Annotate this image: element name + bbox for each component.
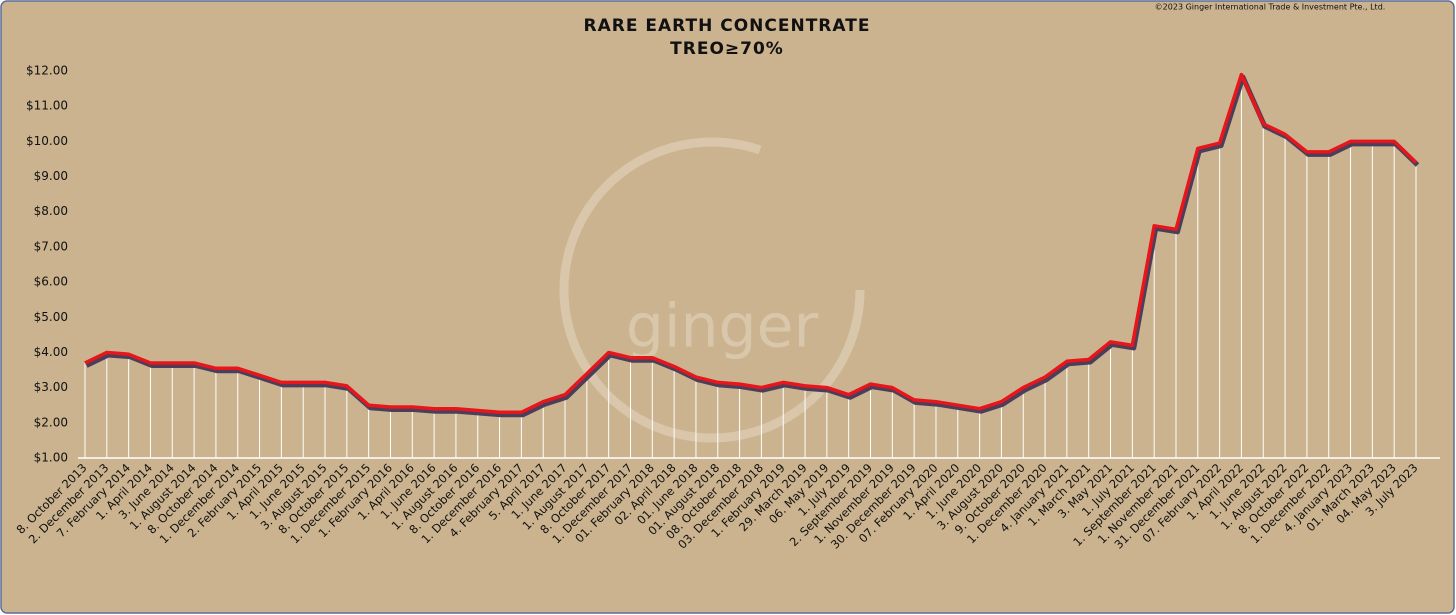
y-tick-label: $7.00	[34, 239, 68, 253]
line	[84, 72, 1418, 415]
y-tick-label: $9.00	[34, 169, 68, 183]
y-tick-label: $4.00	[34, 345, 68, 359]
y-tick-label: $12.00	[26, 64, 68, 78]
copyright: ©2023 Ginger International Trade & Inves…	[1155, 3, 1386, 12]
watermark: ginger	[559, 137, 865, 443]
y-tick-label: $10.00	[26, 134, 68, 148]
line-shadow	[85, 74, 1420, 418]
y-tick-label: $5.00	[34, 310, 68, 324]
y-tick-label: $6.00	[34, 275, 68, 289]
y-tick-label: $3.00	[34, 380, 68, 394]
y-tick-label: $2.00	[34, 415, 68, 429]
chart-subtitle: TREO≥70%	[670, 39, 784, 59]
y-tick-label: $8.00	[34, 204, 68, 218]
watermark-text: ginger	[626, 292, 819, 362]
chart-title: RARE EARTH CONCENTRATE	[584, 16, 871, 36]
y-tick-label: $11.00	[26, 99, 68, 113]
y-tick-label: $1.00	[34, 451, 68, 465]
